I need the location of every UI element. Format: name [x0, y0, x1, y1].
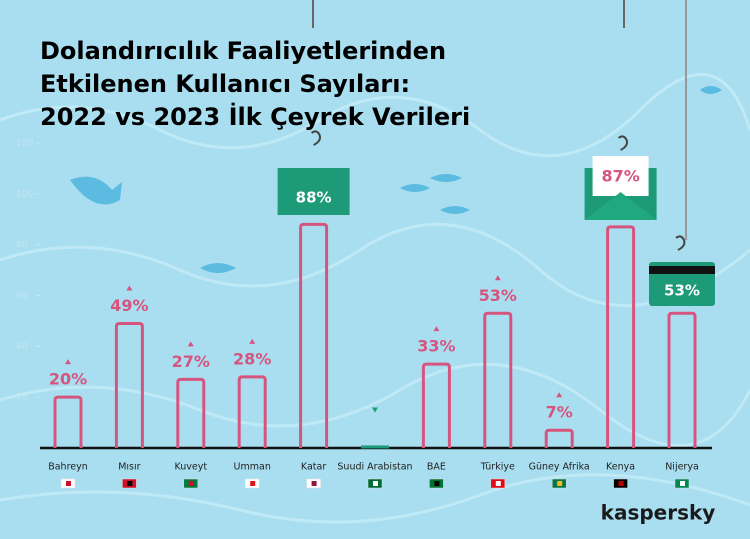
flag	[680, 481, 685, 486]
value-label: 53%	[479, 286, 517, 305]
bar	[237, 375, 267, 448]
trend-marker	[556, 392, 563, 398]
flag	[66, 481, 71, 486]
bar	[483, 311, 513, 448]
value-label: 28%	[233, 349, 271, 368]
bar	[361, 445, 389, 449]
trend-marker	[65, 359, 71, 365]
x-tick-label: Türkiye	[480, 462, 515, 473]
x-tick-label: Suudi Arabistan	[337, 462, 412, 473]
bar	[667, 311, 697, 448]
flag	[495, 481, 501, 486]
y-tick-label: 20	[16, 393, 28, 403]
y-tick-label: 40	[16, 342, 28, 352]
value-label: 33%	[417, 337, 455, 356]
envelope-flap	[584, 192, 657, 220]
value-label: 88%	[296, 189, 332, 207]
value-label: 27%	[172, 352, 210, 371]
x-tick-label: Umman	[234, 462, 271, 473]
y-tick-label: 60	[16, 291, 28, 301]
hook	[675, 235, 686, 251]
x-tick-label: Bahreyn	[48, 462, 88, 473]
fish-decor	[70, 86, 722, 273]
card-stripe	[649, 266, 715, 274]
x-tick-label: BAE	[427, 462, 446, 473]
bar	[606, 225, 636, 448]
flag	[311, 481, 317, 486]
title-line: 2022 vs 2023 İlk Çeyrek Verileri	[40, 102, 470, 131]
bar	[114, 321, 144, 448]
bar	[53, 395, 83, 448]
y-tick-label: 100	[16, 189, 33, 199]
flag	[618, 481, 624, 486]
title-line: Etkilenen Kullanıcı Sayıları:	[40, 70, 410, 98]
x-tick-label: Nijerya	[665, 462, 699, 473]
bar	[421, 362, 451, 448]
hook	[617, 135, 628, 151]
trend-marker	[494, 275, 501, 281]
value-label: 87%	[601, 167, 639, 186]
water-pattern	[0, 72, 750, 524]
trend-marker	[187, 341, 194, 347]
trend-marker	[372, 407, 378, 413]
title-line: Dolandırıcılık Faaliyetlerinden	[40, 37, 446, 65]
y-tick-label: 120	[16, 139, 33, 149]
flag	[188, 481, 194, 486]
brand: kaspersky	[601, 501, 716, 525]
y-tick-label: 80	[16, 240, 28, 250]
x-tick-label: Katar	[301, 462, 326, 473]
bar	[544, 428, 574, 448]
x-tick-label: Kenya	[606, 462, 635, 473]
trend-marker	[249, 338, 256, 344]
flag	[127, 481, 133, 486]
hook	[310, 130, 321, 146]
flag	[250, 481, 256, 486]
value-label: 20%	[49, 370, 87, 389]
letter	[592, 156, 649, 196]
value-label: 53%	[664, 282, 700, 300]
x-tick-label: Güney Afrika	[529, 462, 590, 473]
flag	[557, 481, 563, 486]
flag	[434, 481, 440, 486]
x-tick-label: Kuveyt	[175, 462, 208, 473]
flag	[373, 481, 378, 486]
bar	[299, 222, 329, 448]
bar	[176, 377, 206, 448]
value-label: 49%	[110, 296, 148, 315]
value-label: 7%	[546, 403, 573, 422]
x-tick-label: Mısır	[118, 462, 140, 473]
trend-marker	[126, 285, 133, 291]
label-box	[277, 168, 350, 215]
trend-marker	[433, 326, 440, 332]
